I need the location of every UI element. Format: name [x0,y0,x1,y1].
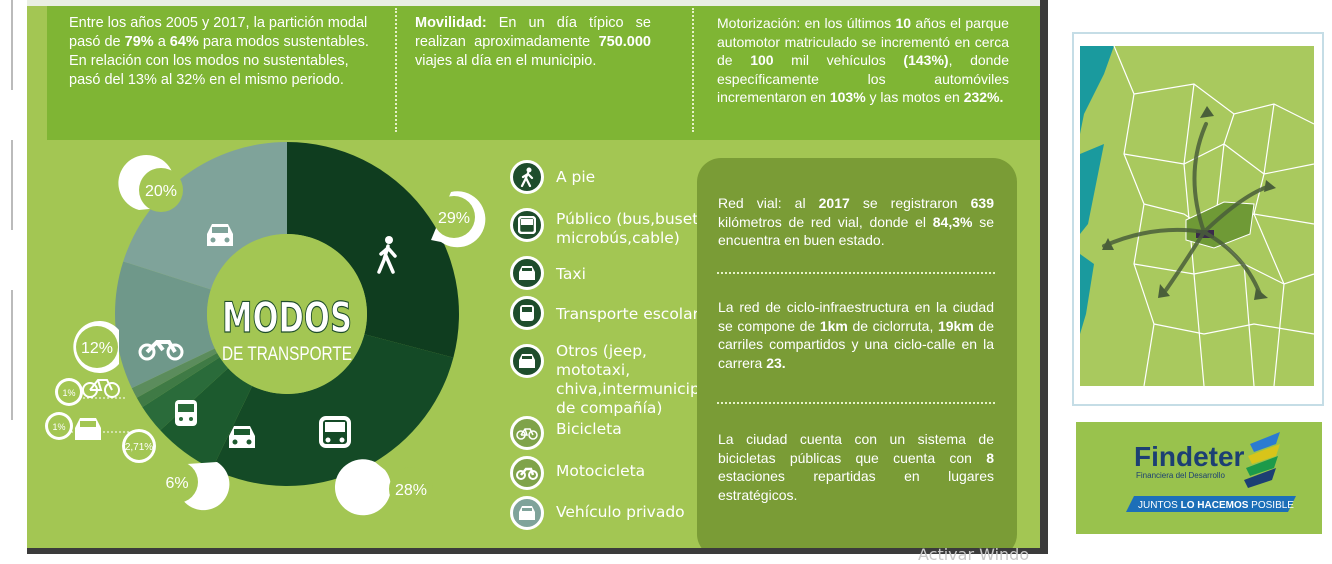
callout-walk: 29% [431,191,486,248]
car-icon [510,496,544,530]
donut-slice-others [136,352,220,408]
callout-others-label: 1% [52,422,65,432]
callout-walk-label: 29% [438,210,470,227]
other-vehicle-icon [510,344,544,378]
findeter-logo-graphic: Findeter Financiera del Desarrollo JUNTO… [1126,432,1296,512]
donut-slice-walk [287,142,459,358]
left-margin-marks [0,0,22,559]
road-network-text: Red vial: al 2017 se registraron 639 kil… [718,195,994,248]
walk-icon [377,236,397,274]
legend-item-bicycle: Bicicleta [510,416,726,450]
windows-activation-watermark: Activar Windo [918,545,1030,564]
bus-icon [510,208,544,242]
divider [717,272,995,274]
school-bus-icon [175,400,197,426]
donut-slice-car [123,142,287,290]
slogan-pre: JUNTOS [1138,500,1181,511]
callout-car: 20% [118,154,183,212]
callout-taxi-label: 6% [165,475,188,492]
divider [692,8,694,132]
callout-taxi: 6% [156,461,230,511]
bus-icon [319,416,351,448]
callout-bus-label: 28% [395,482,427,499]
municipality-map [1072,32,1324,406]
brand-name: Findeter [1134,441,1245,472]
legend-label: Transporte escolar [556,305,699,323]
donut-slice-school [142,357,229,431]
legend-label: Vehículo privado [556,503,685,521]
top-summary-band: Entre los años 2005 y 2017, la partición… [47,0,1047,140]
donut-slice-bike [131,348,218,398]
callout-school-label: 2,71% [125,442,153,453]
callout-bike-label: 1% [62,388,75,398]
slogan-bold: LO HACEMOS [1181,500,1249,511]
findeter-logo: Findeter Financiera del Desarrollo JUNTO… [1076,422,1322,534]
findeter-mark-icon [1244,432,1280,488]
other-vehicle-icon [75,418,101,440]
legend-label: A pie [556,168,596,186]
transport-modes-donut: MODOS DE TRANSPORTE [45,142,486,516]
svg-text:JUNTOS LO HACEMOS POSIBLE: JUNTOS LO HACEMOS POSIBLE [1138,500,1294,511]
legend-label: Taxi [556,265,586,283]
callout-others: 1% [45,412,73,440]
legend-item-bus: Público (bus,buseta, microbús,cable) [510,208,726,248]
bicycle-icon [82,379,120,398]
bicycle-icon [510,416,544,450]
divider [395,8,397,132]
legend-item-motorcycle: Motocicleta [510,456,726,490]
callout-car-label: 20% [145,183,177,200]
taxi-icon [510,256,544,290]
motorcycle-icon [138,340,184,361]
public-bikes-text: La ciudad cuenta con un sistema de bicic… [718,431,994,503]
mobility-text: Movilidad: En un día típico se realizan … [415,15,651,69]
slide-edge [27,548,1047,554]
legend-item-school-bus: Transporte escolar [510,296,726,330]
region-map-image [1074,34,1322,404]
motorization-text: Motorización: en los últimos 10 años el … [717,15,1009,106]
cycle-infrastructure-text: La red de ciclo-infraestructura en la ci… [718,299,994,371]
slide-edge [1040,0,1048,554]
donut-subtitle: DE TRANSPORTE [222,344,352,365]
legend-label: Bicicleta [556,420,622,438]
infographic-slide: MODOS DE TRANSPORTE [27,0,1047,548]
legend-label: Público (bus,buseta, microbús,cable) [556,210,713,247]
legend-item-taxi: Taxi [510,256,726,290]
donut-title: MODOS [222,293,352,342]
donut-slice-public [212,334,454,487]
slide-top-strip [27,0,1047,6]
school-bus-icon [510,296,544,330]
legend-item-others: Otros (jeep, mototaxi, chiva,intermunici… [510,342,726,418]
donut-slice-taxi [160,368,253,469]
callout-bike: 1% [55,378,83,406]
car-icon [207,224,233,246]
callout-moto: 12% [73,321,119,374]
divider [717,402,995,404]
brand-tagline: Financiera del Desarrollo [1136,471,1225,480]
legend-label: Motocicleta [556,462,646,480]
callout-moto-label: 12% [81,340,113,357]
legend-item-car: Vehículo privado [510,496,726,530]
slogan-post: POSIBLE [1248,500,1294,511]
motorcycle-icon [510,456,544,490]
callout-school: 2,71% [122,429,156,463]
callout-bus: 28% [334,459,433,516]
legend-item-walk: A pie [510,160,726,194]
taxi-icon [229,426,255,448]
modal-split-text: Entre los años 2005 y 2017, la partición… [69,15,369,88]
info-panel: Red vial: al 2017 se registraron 639 kil… [697,158,1017,548]
donut-center [207,234,367,394]
legend-label: Otros (jeep, mototaxi, chiva,intermunici… [556,342,719,417]
walk-icon [510,160,544,194]
